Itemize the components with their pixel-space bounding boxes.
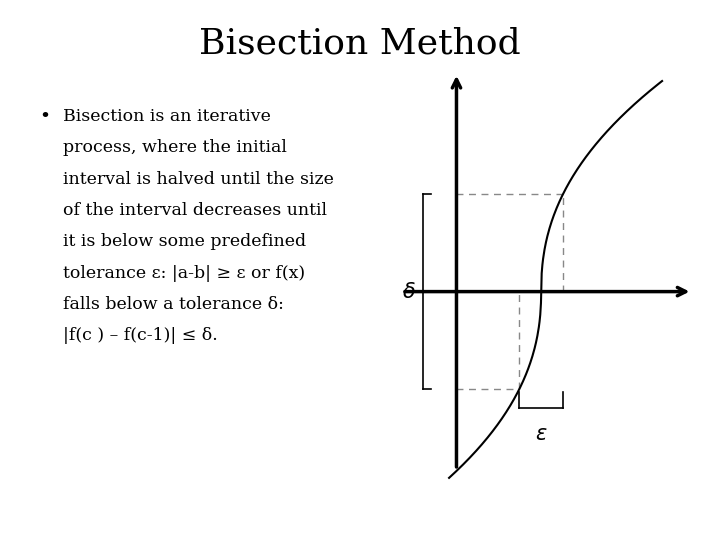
Text: Bisection is an iterative: Bisection is an iterative <box>63 108 271 125</box>
Text: interval is halved until the size: interval is halved until the size <box>63 171 334 187</box>
Text: |f(c ) – f(c-1)| ≤ δ.: |f(c ) – f(c-1)| ≤ δ. <box>63 327 218 344</box>
Text: of the interval decreases until: of the interval decreases until <box>63 202 328 219</box>
Text: Bisection Method: Bisection Method <box>199 27 521 61</box>
Text: •: • <box>40 108 50 126</box>
Text: $\varepsilon$: $\varepsilon$ <box>535 424 547 443</box>
Text: process, where the initial: process, where the initial <box>63 139 287 156</box>
Text: tolerance ε: |a-b| ≥ ε or f(x): tolerance ε: |a-b| ≥ ε or f(x) <box>63 265 305 281</box>
Text: falls below a tolerance δ:: falls below a tolerance δ: <box>63 296 284 313</box>
Text: it is below some predefined: it is below some predefined <box>63 233 307 250</box>
Text: $\delta$: $\delta$ <box>402 281 415 302</box>
